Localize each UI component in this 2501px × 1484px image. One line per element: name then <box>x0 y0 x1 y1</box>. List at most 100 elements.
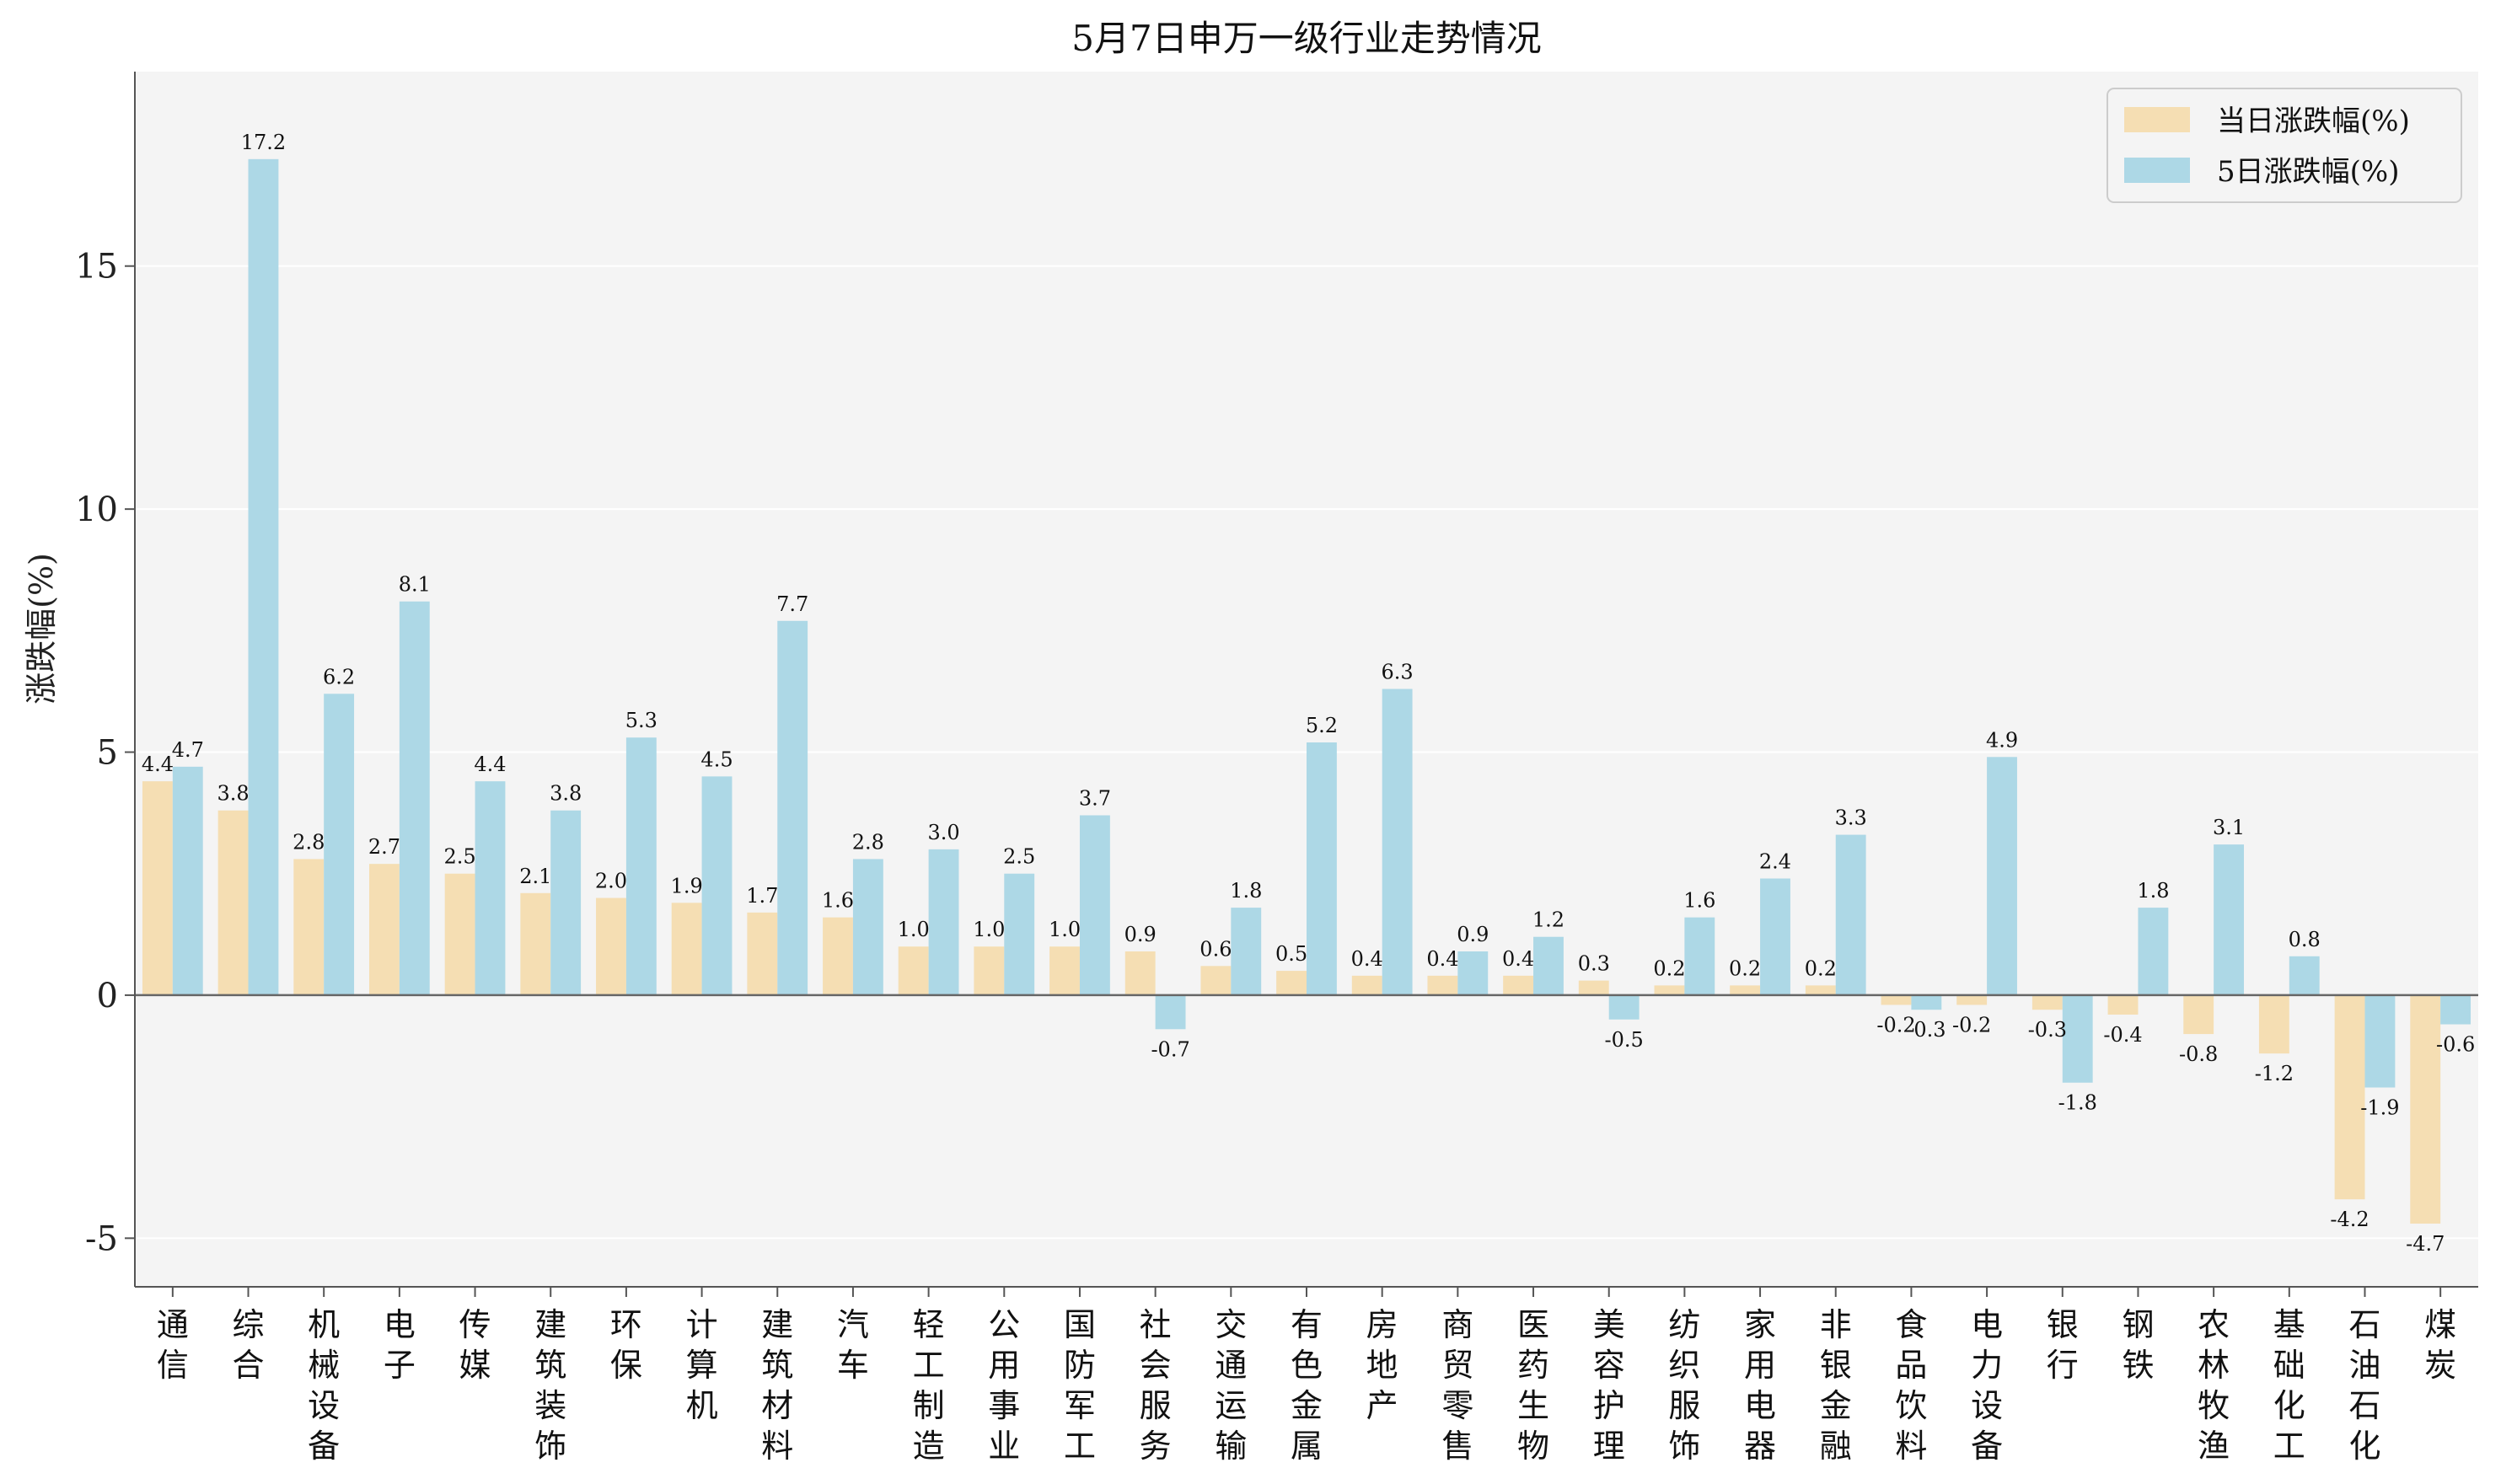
bar-5day-change <box>1457 951 1489 995</box>
data-label-5day: 7.7 <box>776 592 808 616</box>
data-label-daily: -1.2 <box>2255 1062 2294 1085</box>
bar-5day-change <box>1608 994 1640 1020</box>
x-tick-label: 房地产 <box>1366 1306 1398 1424</box>
data-label-daily: -0.2 <box>1952 1013 1991 1037</box>
data-label-daily: 2.7 <box>368 835 400 859</box>
bar-daily-change <box>1124 951 1156 995</box>
bar-daily-change <box>1578 980 1609 995</box>
data-label-5day: 3.7 <box>1079 787 1111 811</box>
x-tick-label: 建筑材料 <box>761 1306 793 1465</box>
x-tick-label: 医药生物 <box>1517 1306 1549 1465</box>
legend-label-5day: 5日涨跌幅(%) <box>2217 155 2399 189</box>
data-label-5day: 3.1 <box>2213 816 2245 839</box>
bar-5day-change <box>2440 994 2471 1025</box>
bar-daily-change <box>2031 994 2063 1010</box>
y-tick-label: 5 <box>97 734 118 773</box>
bar-5day-change <box>2214 844 2244 995</box>
data-label-5day: 5.2 <box>1306 714 1338 737</box>
x-tick-label: 家用电器 <box>1744 1306 1776 1465</box>
data-labels: 4.44.73.817.22.86.22.78.12.54.42.13.82.0… <box>142 131 2475 1256</box>
data-label-5day: -0.5 <box>1605 1028 1644 1052</box>
data-label-daily: 1.9 <box>671 874 703 897</box>
data-label-daily: 0.4 <box>1426 947 1458 971</box>
bar-5day-change <box>1835 834 1866 995</box>
bar-daily-change <box>369 864 400 995</box>
bar-daily-change <box>1730 985 1761 995</box>
bar-daily-change <box>1881 994 1912 1005</box>
bar-5day-change <box>172 766 203 995</box>
data-label-5day: -1.9 <box>2360 1096 2399 1120</box>
data-label-5day: 4.5 <box>700 747 733 771</box>
legend-box <box>2107 88 2462 203</box>
x-tick-label: 计算机 <box>686 1306 718 1424</box>
bar-daily-change <box>1351 975 1382 995</box>
x-tick-label: 石油石化 <box>2348 1306 2380 1465</box>
data-label-5day: -0.6 <box>2436 1033 2475 1057</box>
y-tick-label: 15 <box>75 248 118 287</box>
data-label-daily: 1.6 <box>822 889 854 913</box>
data-label-daily: 0.5 <box>1275 942 1307 966</box>
bar-daily-change <box>1276 971 1307 995</box>
data-label-5day: 8.1 <box>399 573 431 597</box>
data-label-daily: 0.4 <box>1502 947 1534 971</box>
x-tick-label: 环保 <box>610 1306 642 1384</box>
y-tick-label: 10 <box>75 490 118 529</box>
bar-daily-change <box>1503 975 1534 995</box>
legend-swatch-daily <box>2124 107 2190 132</box>
x-tick-label: 交通运输 <box>1215 1306 1247 1465</box>
bar-5day-change <box>625 737 657 995</box>
x-tick-label: 煤炭 <box>2424 1306 2456 1384</box>
data-label-5day: -0.3 <box>1907 1018 1946 1042</box>
bars <box>142 158 2471 1224</box>
bar-5day-change <box>550 810 582 995</box>
grid-lines <box>135 265 2478 1240</box>
data-label-daily: 1.0 <box>898 918 930 941</box>
legend-swatch-5day <box>2124 158 2190 183</box>
bar-5day-change <box>2364 994 2396 1088</box>
x-tick-label: 纺织服饰 <box>1668 1306 1700 1465</box>
bar-5day-change <box>1760 878 1790 995</box>
bar-5day-change <box>324 694 355 995</box>
bar-5day-change <box>777 620 808 995</box>
bar-daily-change <box>142 781 173 995</box>
bar-5day-change <box>1533 936 1564 995</box>
data-label-daily: 0.2 <box>1805 956 1837 980</box>
data-label-5day: 3.3 <box>1835 806 1867 830</box>
x-tick-label: 公用事业 <box>988 1306 1020 1465</box>
data-label-daily: 2.0 <box>595 870 627 893</box>
bar-daily-change <box>2258 994 2289 1054</box>
y-tick-label: 0 <box>97 977 118 1015</box>
bar-5day-change <box>1155 994 1186 1030</box>
data-label-daily: 0.2 <box>1729 956 1761 980</box>
x-tick-label: 美容护理 <box>1593 1306 1625 1465</box>
x-tick-label: 国防军工 <box>1064 1306 1096 1465</box>
data-label-5day: 6.2 <box>323 665 355 688</box>
data-label-daily: 2.1 <box>519 865 551 888</box>
x-tick-label: 轻工制造 <box>913 1306 945 1465</box>
data-label-daily: -4.7 <box>2406 1232 2445 1256</box>
bar-daily-change <box>1654 985 1685 995</box>
data-label-5day: 17.2 <box>241 131 286 154</box>
x-tick-label: 电子 <box>384 1306 416 1384</box>
bar-daily-change <box>596 897 626 995</box>
bar-5day-change <box>1987 757 2017 995</box>
bar-daily-change <box>2183 994 2214 1035</box>
bar-daily-change <box>1049 946 1080 995</box>
data-label-daily: 1.0 <box>1049 918 1081 941</box>
data-label-daily: 2.8 <box>292 830 325 854</box>
data-label-daily: 0.4 <box>1351 947 1383 971</box>
x-tick-label: 机械设备 <box>308 1306 340 1465</box>
x-tick-label: 银行 <box>2047 1306 2079 1384</box>
x-tick-label: 电力设备 <box>1971 1306 2003 1465</box>
data-label-5day: 1.6 <box>1683 889 1715 913</box>
data-label-5day: 1.8 <box>1230 879 1262 903</box>
y-axis-label: 涨跌幅(%) <box>23 553 60 704</box>
x-tick-label: 非银金融 <box>1820 1306 1852 1465</box>
data-label-5day: 4.4 <box>474 753 506 776</box>
bar-5day-change <box>2062 994 2093 1083</box>
bar-5day-change <box>701 776 733 995</box>
bar-daily-change <box>747 912 778 995</box>
legend: 当日涨跌幅(%) 5日涨跌幅(%) <box>2107 88 2462 203</box>
x-tick-label: 基础化工 <box>2273 1306 2305 1465</box>
